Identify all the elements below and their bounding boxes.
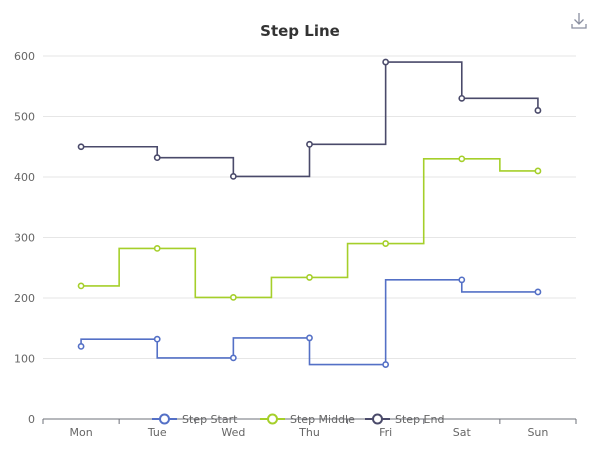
y-tick-label: 300 (14, 232, 35, 245)
data-point[interactable] (229, 354, 237, 362)
x-tick-label: Fri (379, 426, 392, 439)
data-point[interactable] (153, 244, 161, 252)
data-point[interactable] (534, 167, 542, 175)
data-point[interactable] (382, 361, 390, 368)
legend-swatch-icon (159, 413, 170, 425)
data-point[interactable] (458, 155, 466, 163)
y-tick-label: 600 (14, 50, 35, 63)
data-point[interactable] (306, 140, 313, 148)
data-point[interactable] (153, 154, 161, 162)
legend-swatch-icon (372, 413, 383, 425)
series-lines (77, 58, 542, 368)
legend-label: Step Middle (290, 413, 355, 426)
data-point[interactable] (153, 335, 161, 343)
series-line-0 (80, 279, 538, 366)
data-point[interactable] (229, 293, 237, 301)
legend[interactable]: Step Start Step Middle Step End (152, 413, 444, 426)
legend-item[interactable]: Step Start (152, 413, 238, 426)
data-point[interactable] (458, 94, 466, 102)
y-tick-label: 200 (14, 292, 35, 305)
y-tick-label: 100 (14, 353, 35, 366)
data-point[interactable] (77, 282, 85, 290)
data-point[interactable] (306, 334, 313, 342)
data-point[interactable] (534, 288, 542, 296)
legend-item[interactable]: Step End (365, 413, 444, 426)
data-point[interactable] (382, 240, 390, 247)
legend-label: Step End (395, 413, 444, 426)
y-tick-label: 400 (14, 171, 35, 184)
data-point[interactable] (306, 274, 313, 281)
x-tick-label: Sun (527, 426, 548, 439)
legend-item[interactable]: Step Middle (260, 413, 355, 426)
axes: 0 100 200 300 400 500 600 Mon Tue Wed Thu Fri Sat Sun (14, 50, 577, 439)
x-tick-label: Sat (453, 426, 472, 439)
legend-swatch-icon (267, 413, 278, 425)
x-tick-label: Mon (69, 426, 92, 439)
y-tick-label: 500 (14, 111, 35, 124)
x-tick-label: Wed (221, 426, 245, 439)
x-tick-label: Thu (298, 426, 320, 439)
grid-lines (43, 55, 576, 359)
x-tick-label: Tue (147, 426, 167, 439)
download-icon[interactable] (568, 10, 590, 32)
data-point[interactable] (77, 342, 85, 350)
data-point[interactable] (382, 58, 390, 66)
y-tick-label: 0 (28, 413, 35, 426)
data-point[interactable] (534, 107, 542, 114)
chart-title: Step Line (260, 22, 340, 40)
data-point[interactable] (458, 276, 466, 284)
legend-label: Step Start (182, 413, 238, 426)
data-point[interactable] (77, 143, 85, 151)
data-point[interactable] (229, 172, 237, 180)
